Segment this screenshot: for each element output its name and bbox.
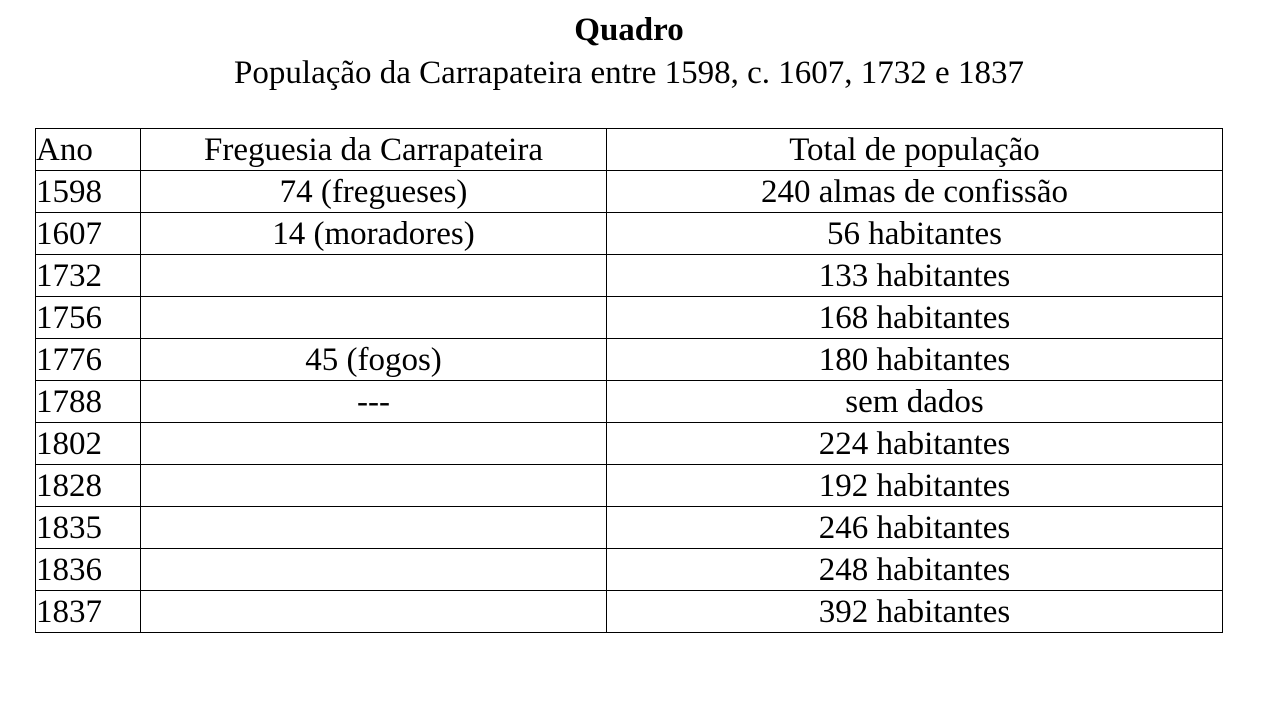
- header-total: Total de população: [606, 128, 1223, 171]
- cell-freguesia: [140, 422, 607, 465]
- cell-freguesia: [140, 296, 607, 339]
- cell-freguesia: [140, 464, 607, 507]
- cell-total: 224 habitantes: [606, 422, 1223, 465]
- table-row: 1776 45 (fogos) 180 habitantes: [35, 338, 1223, 381]
- cell-ano: 1732: [35, 254, 141, 297]
- cell-ano: 1836: [35, 548, 141, 591]
- table-header-row: Ano Freguesia da Carrapateira Total de p…: [35, 128, 1223, 171]
- cell-freguesia: [140, 548, 607, 591]
- table-row: 1756 168 habitantes: [35, 296, 1223, 339]
- cell-ano: 1756: [35, 296, 141, 339]
- cell-ano: 1788: [35, 380, 141, 423]
- table-row: 1732 133 habitantes: [35, 254, 1223, 297]
- table-row: 1788 --- sem dados: [35, 380, 1223, 423]
- cell-freguesia: [140, 590, 607, 633]
- cell-ano: 1835: [35, 506, 141, 549]
- cell-ano: 1776: [35, 338, 141, 381]
- table-row: 1802 224 habitantes: [35, 422, 1223, 465]
- cell-total: 248 habitantes: [606, 548, 1223, 591]
- cell-freguesia: 74 (fregueses): [140, 170, 607, 213]
- cell-freguesia: 14 (moradores): [140, 212, 607, 255]
- cell-ano: 1837: [35, 590, 141, 633]
- header-freguesia: Freguesia da Carrapateira: [140, 128, 607, 171]
- cell-total: 56 habitantes: [606, 212, 1223, 255]
- cell-freguesia: [140, 506, 607, 549]
- cell-total: 392 habitantes: [606, 590, 1223, 633]
- table-row: 1828 192 habitantes: [35, 464, 1223, 507]
- header-ano: Ano: [35, 128, 141, 171]
- document-subtitle: População da Carrapateira entre 1598, c.…: [234, 55, 1024, 91]
- cell-total: 246 habitantes: [606, 506, 1223, 549]
- document-title: Quadro: [574, 12, 684, 48]
- cell-ano: 1607: [35, 212, 141, 255]
- cell-total: sem dados: [606, 380, 1223, 423]
- cell-ano: 1802: [35, 422, 141, 465]
- table-row: 1598 74 (fregueses) 240 almas de confiss…: [35, 170, 1223, 213]
- cell-total: 133 habitantes: [606, 254, 1223, 297]
- table-row: 1835 246 habitantes: [35, 506, 1223, 549]
- cell-freguesia: [140, 254, 607, 297]
- table-row: 1836 248 habitantes: [35, 548, 1223, 591]
- cell-ano: 1828: [35, 464, 141, 507]
- table-row: 1837 392 habitantes: [35, 590, 1223, 633]
- table-row: 1607 14 (moradores) 56 habitantes: [35, 212, 1223, 255]
- population-table: Ano Freguesia da Carrapateira Total de p…: [35, 128, 1223, 633]
- cell-ano: 1598: [35, 170, 141, 213]
- cell-freguesia: ---: [140, 380, 607, 423]
- cell-total: 180 habitantes: [606, 338, 1223, 381]
- cell-total: 240 almas de confissão: [606, 170, 1223, 213]
- cell-freguesia: 45 (fogos): [140, 338, 607, 381]
- cell-total: 192 habitantes: [606, 464, 1223, 507]
- cell-total: 168 habitantes: [606, 296, 1223, 339]
